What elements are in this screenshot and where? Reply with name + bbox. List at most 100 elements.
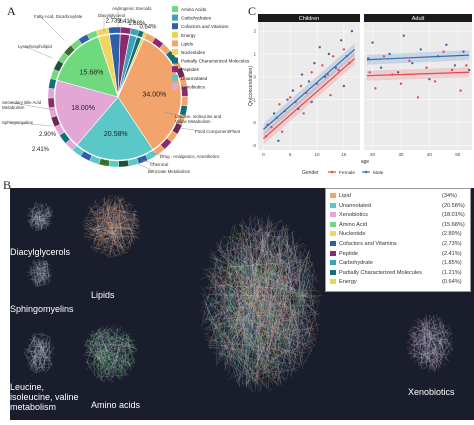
legend-label: Xenobiotics bbox=[181, 84, 205, 89]
x-tick-label: 5 bbox=[289, 152, 292, 157]
legend-swatch bbox=[172, 23, 178, 29]
data-point bbox=[428, 78, 430, 80]
annotation-label: Sphingomyelins bbox=[2, 120, 34, 125]
panel-b: B Diacylglycerols Sphingomyelins Lipids … bbox=[0, 178, 474, 420]
legend-swatch bbox=[330, 231, 336, 236]
legend-label: Partially Characterized Molecules bbox=[339, 270, 422, 276]
network-legend-item: Partially Characterized Molecules(1.21%) bbox=[330, 270, 422, 279]
pie-ring-segment bbox=[48, 88, 55, 98]
x-tick-label: 50 bbox=[455, 152, 461, 157]
legend-pct: (18.01%) bbox=[442, 212, 465, 218]
legend-pct: (1.21%) bbox=[442, 270, 462, 276]
legend-swatch bbox=[330, 251, 336, 256]
pie-ring-segment bbox=[181, 96, 188, 106]
legend-label: Male bbox=[373, 170, 384, 176]
facet-title: Children bbox=[299, 16, 319, 22]
data-point bbox=[329, 94, 331, 96]
legend-pct: (2.41%) bbox=[442, 251, 462, 257]
legend-pct: (0.64%) bbox=[442, 279, 462, 285]
data-point bbox=[380, 67, 382, 69]
label-diacylglycerols: Diacylglycerols bbox=[10, 247, 70, 257]
facet-title: Adult bbox=[412, 16, 425, 22]
data-point bbox=[434, 80, 436, 82]
legend-label: Energy bbox=[181, 33, 196, 38]
annotation-label: Androgenic Steroids bbox=[112, 6, 152, 11]
legend-swatch bbox=[172, 15, 178, 21]
pie-pct-label: 15.68% bbox=[80, 69, 104, 76]
y-tick-label: -1 bbox=[252, 97, 257, 102]
data-point bbox=[351, 30, 353, 32]
annotation-label: Chemical bbox=[150, 162, 168, 167]
legend-pct: (2.73%) bbox=[442, 241, 462, 247]
annotation-label: Food Component/Plant bbox=[195, 129, 241, 134]
legend-pct: (1.85%) bbox=[442, 260, 462, 266]
pie-pct-label: 34.00% bbox=[143, 91, 167, 98]
y-tick-label: -2 bbox=[252, 120, 257, 125]
y-tick-label: -3 bbox=[252, 143, 257, 148]
pie-ring-segment bbox=[128, 158, 139, 166]
data-point bbox=[454, 64, 456, 66]
x-tick-label: 30 bbox=[398, 152, 404, 157]
data-point bbox=[411, 62, 413, 64]
legend-key-point bbox=[331, 171, 333, 173]
annotation-leader bbox=[40, 16, 64, 40]
legend-label: Carbohydrate bbox=[339, 260, 373, 266]
legend-swatch bbox=[172, 83, 178, 89]
legend-swatch bbox=[330, 212, 336, 217]
data-point bbox=[425, 67, 427, 69]
legend-swatch bbox=[330, 241, 336, 246]
network-small-3 bbox=[24, 333, 55, 374]
pie-ring-segment bbox=[109, 27, 121, 34]
data-point bbox=[383, 55, 385, 57]
pie-ring-segment bbox=[49, 78, 57, 88]
network-main bbox=[200, 214, 321, 391]
x-tick-label: 10 bbox=[314, 152, 320, 157]
legend-label: Unannotated bbox=[339, 203, 371, 209]
data-point bbox=[300, 85, 302, 87]
label-lipids: Lipids bbox=[91, 290, 115, 300]
pie-ring-segment bbox=[49, 107, 57, 118]
data-point bbox=[319, 46, 321, 48]
legend-swatch bbox=[172, 32, 178, 38]
y-tick-label: 1 bbox=[253, 52, 256, 57]
legend-pct: (20.58%) bbox=[442, 203, 465, 209]
legend-swatch bbox=[330, 193, 336, 198]
pie-ring-segment bbox=[119, 160, 129, 167]
data-point bbox=[313, 62, 315, 64]
legend-swatch bbox=[330, 222, 336, 227]
data-point bbox=[292, 89, 294, 91]
data-point bbox=[270, 126, 272, 128]
network-legend-item: Energy(0.64%) bbox=[330, 279, 357, 288]
data-point bbox=[310, 71, 312, 73]
legend-label: Amino Acid bbox=[339, 222, 367, 228]
legend-label: Amino Acids bbox=[181, 7, 207, 12]
pie-pct-label: 20.58% bbox=[104, 131, 128, 138]
network-edge bbox=[28, 205, 47, 210]
data-point bbox=[465, 64, 467, 66]
legend-label: Nucleotide bbox=[339, 231, 365, 237]
legend-swatch bbox=[330, 270, 336, 275]
data-point bbox=[281, 131, 283, 133]
pie-ring-segment bbox=[120, 27, 131, 34]
network-legend-item: Peptide(2.41%) bbox=[330, 251, 358, 260]
data-point bbox=[343, 85, 345, 87]
annotation-label: Valine Metabolism bbox=[175, 119, 211, 124]
legend-label: Energy bbox=[339, 279, 357, 285]
data-point bbox=[301, 73, 303, 75]
legend-pct: (34%) bbox=[442, 193, 457, 199]
data-point bbox=[371, 41, 373, 43]
legend-label: Peptide bbox=[339, 251, 358, 257]
x-tick-label: 0 bbox=[262, 152, 265, 157]
annotation-label: Drug - Analgesics, Anesthetics bbox=[160, 154, 220, 159]
network-edge bbox=[33, 211, 37, 213]
pie-pct-label: 0.64% bbox=[139, 25, 157, 31]
network-legend-item: Unannotated(20.58%) bbox=[330, 203, 371, 212]
legend-label: Female bbox=[339, 170, 355, 176]
data-point bbox=[289, 96, 291, 98]
network-small-1 bbox=[27, 201, 54, 231]
label-amino-acids: Amino acids bbox=[91, 400, 140, 410]
network-amino-acids bbox=[83, 324, 137, 382]
legend-label: Xenobiotics bbox=[339, 212, 368, 218]
legend-swatch bbox=[172, 75, 178, 81]
